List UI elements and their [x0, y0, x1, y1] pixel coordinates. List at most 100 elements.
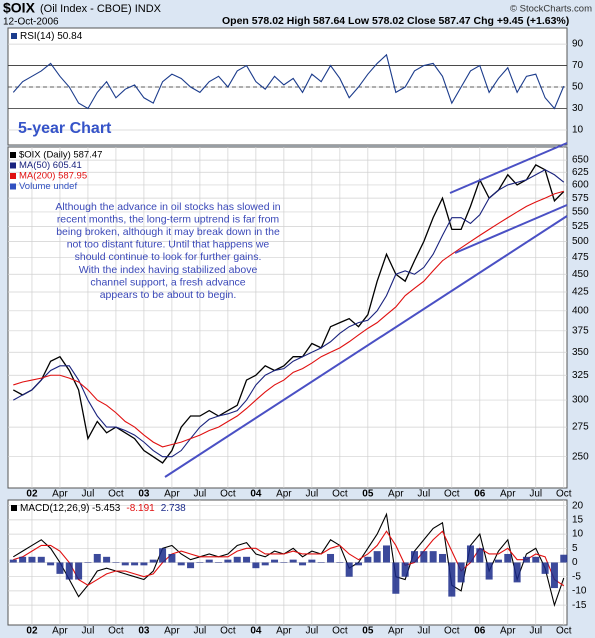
x-tick-label: Oct	[332, 489, 348, 500]
y-tick-label: 20	[572, 500, 584, 511]
y-tick-label: -10	[572, 586, 587, 597]
trendline	[454, 204, 568, 254]
histogram-bar	[84, 562, 92, 563]
legend-entry: Volume undef	[19, 181, 77, 192]
trendline	[449, 142, 568, 194]
y-tick-label: 30	[572, 103, 584, 114]
x-tick-label: Apr	[276, 626, 292, 637]
x-tick-label: Oct	[556, 626, 572, 637]
legend-swatch	[10, 162, 16, 169]
histogram-bar	[476, 548, 484, 563]
histogram-bar	[233, 556, 241, 563]
histogram-bar	[37, 556, 45, 563]
series-line	[12, 53, 565, 110]
histogram-bar	[317, 562, 325, 563]
y-tick-label: 550	[572, 207, 589, 218]
y-tick-label: 600	[572, 180, 589, 191]
histogram-bar	[327, 553, 335, 563]
histogram-bar	[149, 559, 157, 563]
histogram-bar	[494, 559, 502, 563]
x-tick-label: Oct	[220, 626, 236, 637]
x-tick-label: Apr	[388, 489, 404, 500]
histogram-bar	[243, 556, 251, 563]
legend-entry: 2.738	[161, 503, 186, 514]
histogram-bar	[271, 559, 279, 563]
legend-swatch	[10, 183, 16, 190]
y-tick-label: 400	[572, 305, 589, 316]
x-tick-label: Apr	[276, 489, 292, 500]
panel-title: MACD(12,26,9)	[20, 503, 89, 514]
histogram-bar	[383, 545, 390, 563]
histogram-bar	[457, 562, 465, 583]
series-line	[12, 164, 565, 464]
trendline	[164, 215, 568, 478]
x-tick-label: Jul	[529, 489, 542, 500]
y-tick-label: 70	[572, 60, 584, 71]
legend-entry: MA(50) 605.41	[19, 160, 82, 171]
histogram-bar	[140, 562, 148, 566]
legend-entry: -5.453	[92, 503, 121, 514]
histogram-bar	[187, 562, 195, 569]
x-tick-label: Apr	[388, 626, 404, 637]
x-tick-label: 03	[138, 489, 150, 500]
x-tick-label: 06	[474, 489, 486, 500]
symbol: $OIX	[3, 0, 36, 16]
histogram-bar	[522, 556, 530, 563]
panel-title: RSI(14) 50.84	[20, 31, 83, 42]
series-line	[13, 169, 565, 458]
x-tick-label: Jul	[82, 489, 95, 500]
annotation-line: With the index having stabilized above	[79, 264, 258, 276]
histogram-bar	[364, 556, 372, 563]
x-tick-label: 05	[362, 626, 374, 637]
x-tick-label: Oct	[108, 626, 124, 637]
histogram-bar	[131, 562, 139, 566]
histogram-bar	[355, 562, 363, 566]
x-tick-label: Jul	[82, 626, 95, 637]
date: 12-Oct-2006	[3, 17, 59, 28]
histogram-bar	[513, 562, 521, 583]
annotation-line: appears to be about to begin.	[100, 289, 237, 301]
y-tick-label: 625	[572, 167, 589, 178]
y-tick-label: 300	[572, 395, 589, 406]
y-tick-label: 5	[572, 543, 578, 554]
histogram-bar	[215, 562, 223, 563]
quote: Open 578.02 High 587.64 Low 578.02 Close…	[222, 15, 569, 27]
x-tick-label: Apr	[500, 626, 516, 637]
y-tick-label: 250	[572, 451, 589, 462]
histogram-bar	[448, 562, 456, 597]
histogram-bar	[280, 562, 288, 563]
x-tick-label: 04	[250, 626, 262, 637]
histogram-bar	[196, 562, 204, 563]
y-tick-label: 350	[572, 347, 589, 358]
histogram-bar	[550, 562, 558, 589]
trendlines	[164, 142, 568, 478]
y-tick-label: -15	[572, 600, 587, 611]
histogram-bar	[103, 556, 111, 563]
legend-swatch	[11, 33, 17, 39]
histogram-bar	[75, 562, 83, 580]
histogram-bar	[336, 562, 344, 563]
annotation-line: not too distant future. Until that happe…	[67, 239, 270, 251]
histogram-bar	[168, 553, 176, 563]
y-tick-label: 10	[572, 125, 584, 136]
legend-swatch	[11, 505, 17, 511]
histogram-bar	[345, 562, 353, 577]
y-tick-label: 90	[572, 39, 584, 50]
legend-swatch	[10, 152, 16, 158]
x-tick-label: Oct	[108, 489, 124, 500]
histogram-bar	[392, 562, 400, 594]
y-tick-label: 325	[572, 370, 589, 381]
histogram-bar	[560, 554, 568, 563]
histogram-bar	[466, 545, 474, 563]
histogram-bar	[121, 562, 129, 566]
panel	[7, 27, 568, 146]
y-tick-label: 15	[572, 515, 584, 526]
histogram-bar	[47, 562, 55, 566]
histogram-bar	[541, 562, 549, 574]
y-tick-label: -5	[572, 571, 581, 582]
annotation-line: Although the advance in oil stocks has s…	[55, 201, 280, 213]
histogram-bar	[224, 559, 232, 563]
x-tick-label: Oct	[332, 626, 348, 637]
x-tick-label: Jul	[417, 489, 430, 500]
